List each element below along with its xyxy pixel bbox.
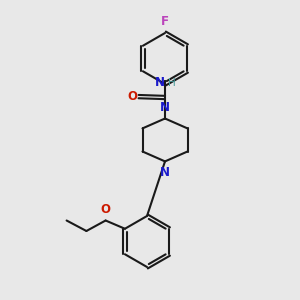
Text: N: N (154, 76, 165, 89)
Text: N: N (160, 166, 170, 179)
Text: O: O (128, 90, 138, 103)
Text: F: F (161, 15, 169, 28)
Text: O: O (100, 203, 111, 216)
Text: H: H (168, 77, 176, 88)
Text: N: N (160, 101, 170, 114)
